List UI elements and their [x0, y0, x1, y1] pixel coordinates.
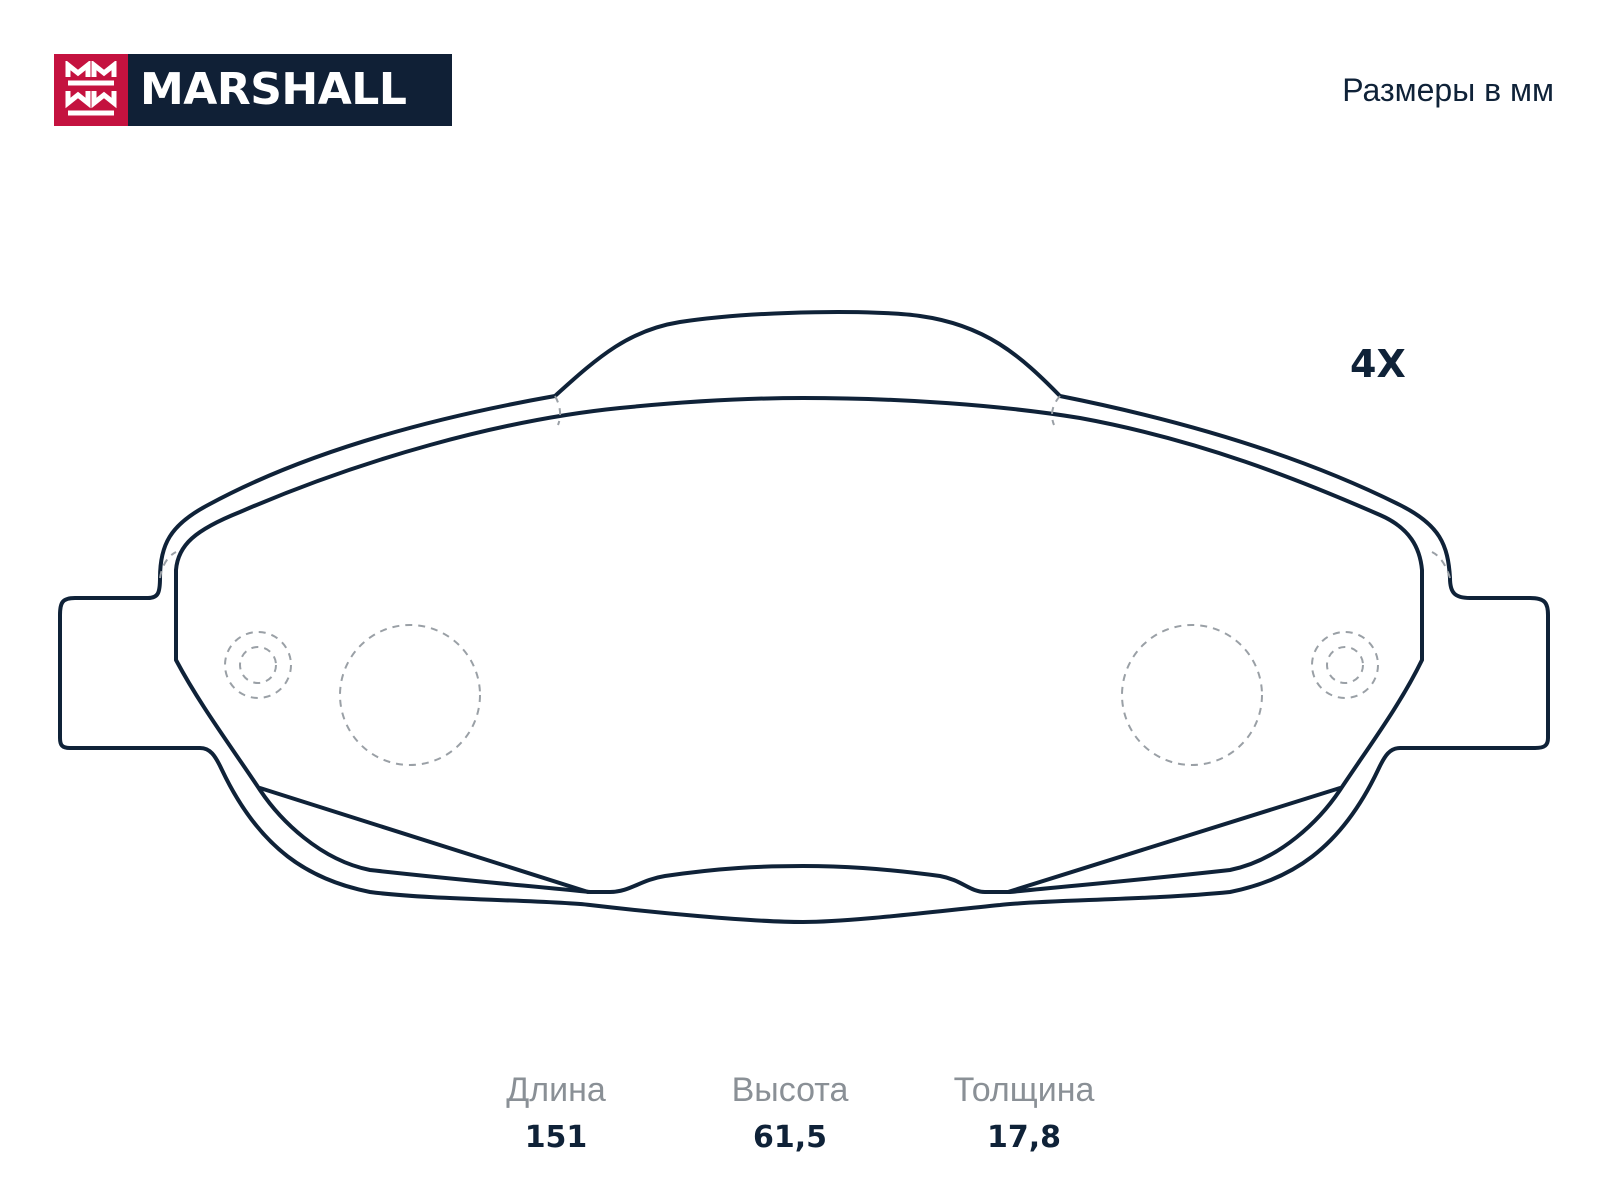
spec-length: Длина 151: [446, 1070, 666, 1158]
hidden-edge-left: [554, 395, 562, 426]
spec-thickness-label: Толщина: [953, 1071, 1095, 1109]
hidden-edge-right: [1051, 395, 1061, 426]
piston-circle-left: [339, 624, 481, 766]
quantity-label: 4X: [1350, 342, 1406, 386]
pin-hole-right-outer: [1311, 631, 1379, 699]
hidden-edge-right-lower: [1431, 551, 1451, 579]
pin-hole-left-inner: [239, 646, 277, 684]
spec-length-value: 151: [524, 1120, 588, 1155]
spec-length-label: Длина: [506, 1071, 606, 1109]
spec-height-value: 61,5: [752, 1120, 828, 1155]
hidden-edge-left-lower: [159, 551, 177, 579]
spec-height-label: Высота: [731, 1071, 849, 1109]
brand-name: MARSHALL: [128, 54, 452, 126]
spec-thickness: Толщина 17,8: [914, 1070, 1134, 1158]
logo-mark-icon: [54, 54, 128, 126]
friction-material-outline: [174, 396, 1424, 894]
units-label: Размеры в мм: [1342, 72, 1554, 108]
spec-thickness-value: 17,8: [986, 1120, 1062, 1155]
backing-plate-outline: [58, 310, 1550, 924]
pin-hole-left-outer: [224, 631, 292, 699]
chamfer-left: [258, 786, 590, 894]
chamfer-right: [1006, 786, 1342, 894]
pin-hole-right-inner: [1326, 646, 1364, 684]
spec-height: Высота 61,5: [680, 1070, 900, 1158]
piston-circle-right: [1121, 624, 1263, 766]
brand-logo: MARSHALL: [54, 54, 452, 126]
